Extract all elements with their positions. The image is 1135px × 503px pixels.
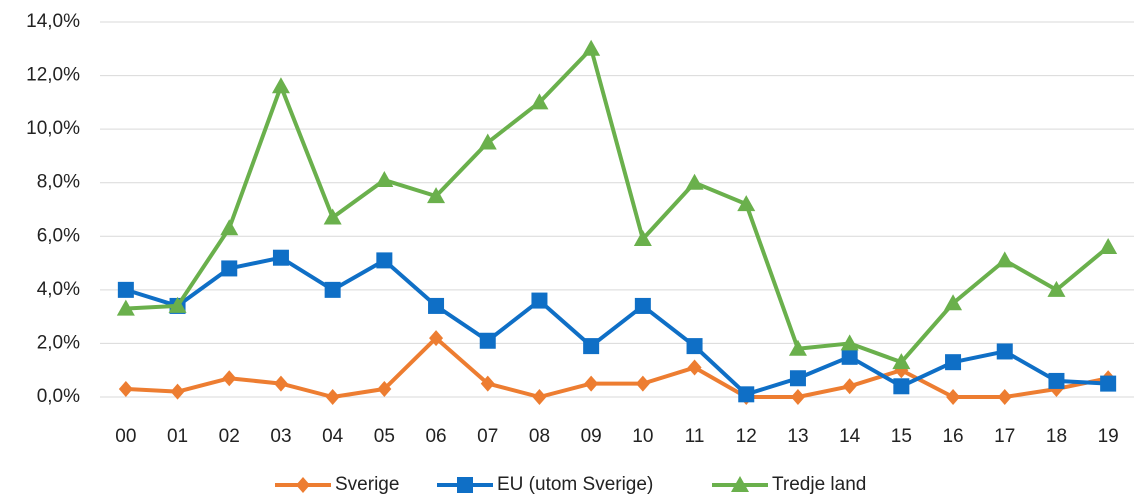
- data-point: [789, 370, 806, 387]
- data-point: [271, 77, 290, 94]
- data-point: [427, 187, 446, 204]
- data-point: [325, 389, 340, 405]
- x-tick-label: 08: [529, 426, 550, 447]
- data-point: [116, 299, 135, 316]
- series-line: [125, 255, 1109, 397]
- x-tick-label: 01: [167, 426, 188, 447]
- data-point: [944, 294, 963, 311]
- data-point: [117, 281, 134, 298]
- x-tick-label: 07: [477, 426, 498, 447]
- data-point: [788, 339, 807, 356]
- data-point: [480, 375, 495, 392]
- legend-label: Sverige: [335, 474, 399, 495]
- data-point: [635, 375, 650, 392]
- x-tick-label: 11: [685, 426, 705, 447]
- data-point: [584, 375, 599, 392]
- x-tick-label: 02: [219, 426, 240, 447]
- data-point: [737, 195, 756, 212]
- series-line: [125, 46, 1110, 365]
- data-point: [324, 281, 341, 298]
- data-point: [945, 354, 962, 371]
- data-point: [478, 133, 497, 150]
- x-tick-label: 15: [891, 426, 912, 447]
- data-point: [168, 296, 187, 313]
- x-tick-label: 06: [425, 426, 446, 447]
- data-point: [222, 370, 237, 387]
- data-point: [377, 380, 392, 397]
- data-point: [375, 171, 394, 188]
- data-point: [840, 334, 859, 351]
- legend-marker: [296, 477, 310, 493]
- x-tick-label: 16: [942, 426, 963, 447]
- data-point: [1100, 375, 1117, 392]
- data-point: [686, 338, 703, 355]
- y-tick-label: 10,0%: [26, 118, 80, 139]
- data-point: [429, 330, 444, 347]
- data-point: [532, 389, 547, 405]
- legend-marker: [731, 476, 749, 492]
- data-point: [738, 386, 755, 403]
- data-point: [946, 389, 961, 405]
- x-tick-label: 09: [581, 426, 602, 447]
- y-tick-label: 0,0%: [37, 386, 80, 407]
- series-line: [125, 336, 1109, 399]
- data-point: [790, 389, 805, 405]
- x-tick-label: 10: [632, 426, 653, 447]
- data-point: [1048, 372, 1065, 389]
- x-tick-label: 12: [736, 426, 757, 447]
- x-tick-label: 05: [374, 426, 395, 447]
- data-point: [272, 249, 289, 266]
- data-point: [582, 39, 601, 56]
- x-tick-label: 18: [1046, 426, 1067, 447]
- y-tick-label: 6,0%: [37, 225, 80, 246]
- data-point: [376, 252, 393, 269]
- x-tick-label: 19: [1098, 426, 1119, 447]
- data-point: [687, 359, 702, 376]
- data-point: [685, 173, 704, 190]
- data-point: [997, 389, 1012, 405]
- data-point: [841, 348, 858, 365]
- data-point: [633, 229, 652, 246]
- data-point: [118, 380, 133, 397]
- data-point: [170, 383, 185, 400]
- y-tick-label: 8,0%: [37, 172, 80, 193]
- y-tick-label: 2,0%: [37, 332, 80, 353]
- legend-label: Tredje land: [772, 474, 866, 495]
- data-point: [530, 93, 549, 110]
- data-point: [634, 297, 651, 314]
- y-tick-label: 14,0%: [26, 11, 80, 32]
- data-point: [220, 219, 239, 236]
- x-tick-label: 00: [115, 426, 136, 447]
- data-point: [323, 208, 342, 225]
- data-point: [221, 260, 238, 277]
- x-tick-label: 13: [787, 426, 808, 447]
- data-point: [583, 338, 600, 355]
- legend-marker: [457, 477, 473, 493]
- legend-label: EU (utom Sverige): [497, 474, 653, 495]
- data-point: [842, 378, 857, 395]
- data-point: [531, 292, 548, 309]
- data-point: [428, 297, 445, 314]
- data-point: [1099, 238, 1118, 254]
- data-point: [1047, 280, 1066, 297]
- data-point: [479, 332, 496, 349]
- data-point: [995, 251, 1014, 268]
- y-tick-label: 12,0%: [26, 65, 80, 86]
- x-tick-label: 04: [322, 426, 344, 447]
- x-tick-label: 17: [994, 426, 1015, 447]
- data-point: [893, 378, 910, 395]
- x-tick-label: 03: [270, 426, 291, 447]
- data-point: [273, 375, 288, 392]
- data-point: [892, 353, 911, 370]
- x-tick-label: 14: [839, 426, 861, 447]
- y-tick-label: 4,0%: [37, 279, 80, 300]
- data-point: [996, 343, 1013, 360]
